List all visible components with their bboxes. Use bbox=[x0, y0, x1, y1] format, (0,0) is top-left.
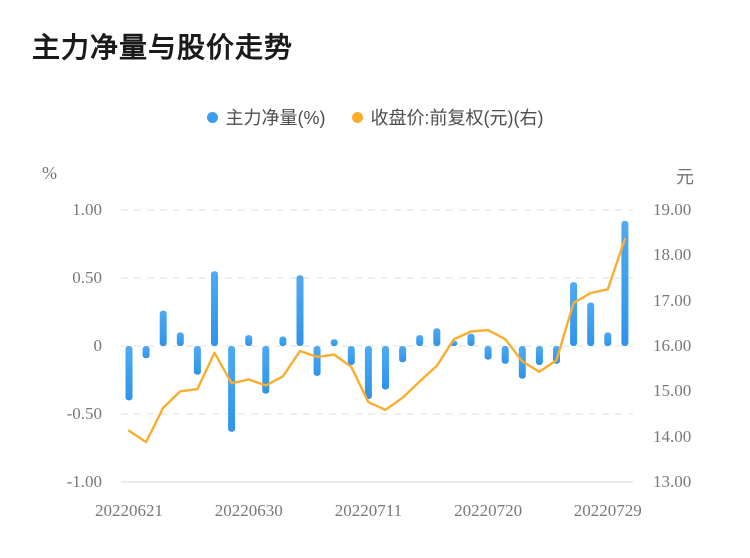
bar-main-net-volume-20220715 bbox=[433, 328, 441, 346]
bar-main-net-volume-20220711 bbox=[364, 346, 372, 399]
bar-main-net-volume-20220708 bbox=[347, 346, 355, 365]
legend-dot-close-price-icon bbox=[351, 111, 363, 123]
y-axis-right-tick: 14.00 bbox=[653, 426, 692, 446]
bar-main-net-volume-20220621 bbox=[125, 346, 133, 401]
y-axis-left-tick: -1.00 bbox=[66, 472, 102, 491]
legend-label-close-price: 收盘价:前复权(元)(右) bbox=[370, 108, 544, 128]
x-axis-tick: 20220729 bbox=[573, 501, 642, 520]
x-axis-tick: 20220621 bbox=[95, 501, 163, 520]
bar-main-net-volume-20220622 bbox=[142, 346, 150, 359]
price-line bbox=[127, 237, 627, 444]
bar-main-net-volume-20220628 bbox=[211, 271, 218, 346]
bar-main-net-volume-20220719 bbox=[467, 333, 475, 346]
legend-item-close-price[interactable]: 收盘价:前复权(元)(右) bbox=[351, 104, 544, 130]
y-axis-right-tick: 15.00 bbox=[653, 381, 692, 401]
bar-main-net-volume-20220714 bbox=[416, 335, 424, 346]
bar-main-net-volume-20220629 bbox=[228, 346, 236, 432]
bar-main-net-volume-20220624 bbox=[176, 332, 184, 346]
right-axis-unit: 元 bbox=[676, 167, 694, 187]
left-axis-unit: % bbox=[42, 163, 57, 183]
bar-main-net-volume-20220706 bbox=[313, 346, 321, 376]
page-title: 主力净量与股价走势 bbox=[32, 32, 294, 63]
y-axis-left-tick: -0.50 bbox=[66, 404, 102, 423]
y-axis-right-tick: 13.00 bbox=[653, 472, 692, 491]
bar-main-net-volume-20220727 bbox=[570, 282, 578, 346]
bar-main-net-volume-20220713 bbox=[399, 346, 407, 363]
legend: 主力净量(%) 收盘价:前复权(元)(右) bbox=[0, 104, 750, 130]
legend-dot-main-net-volume-icon bbox=[206, 111, 218, 123]
y-axis-left-tick: 1.00 bbox=[72, 200, 102, 219]
x-axis-tick: 20220630 bbox=[214, 501, 283, 520]
bar-main-net-volume-20220705 bbox=[296, 275, 304, 346]
bar-main-net-volume-20220720 bbox=[484, 346, 492, 360]
y-axis-right-tick: 18.00 bbox=[653, 245, 692, 265]
legend-label-main-net-volume: 主力净量(%) bbox=[225, 108, 326, 128]
legend-item-main-net-volume[interactable]: 主力净量(%) bbox=[206, 104, 326, 130]
bar-main-net-volume-20220701 bbox=[262, 346, 270, 394]
y-axis-left-tick: 0 bbox=[93, 336, 103, 355]
bar-main-net-volume-20220704 bbox=[279, 336, 287, 346]
bar-main-net-volume-20220725 bbox=[535, 346, 543, 365]
bar-main-net-volume-20220627 bbox=[193, 346, 201, 375]
bar-main-net-volume-20220801 bbox=[621, 220, 629, 346]
bar-main-net-volume-20220712 bbox=[382, 346, 389, 390]
y-axis-left-tick: 0.50 bbox=[72, 268, 102, 287]
bar-main-net-volume-20220623 bbox=[159, 310, 167, 346]
bar-main-net-volume-20220721 bbox=[501, 346, 509, 364]
bar-main-net-volume-20220728 bbox=[587, 302, 595, 346]
y-axis-right-tick: 19.00 bbox=[653, 200, 692, 219]
x-axis-tick: 20220711 bbox=[334, 501, 403, 520]
bar-main-net-volume-20220630 bbox=[245, 335, 253, 346]
bar-main-net-volume-20220707 bbox=[330, 339, 338, 346]
bar-main-net-volume-20220729 bbox=[604, 332, 612, 346]
x-axis-tick: 20220720 bbox=[454, 501, 523, 520]
y-axis-right-tick: 16.00 bbox=[653, 336, 692, 355]
y-axis-right-tick: 17.00 bbox=[653, 290, 692, 310]
